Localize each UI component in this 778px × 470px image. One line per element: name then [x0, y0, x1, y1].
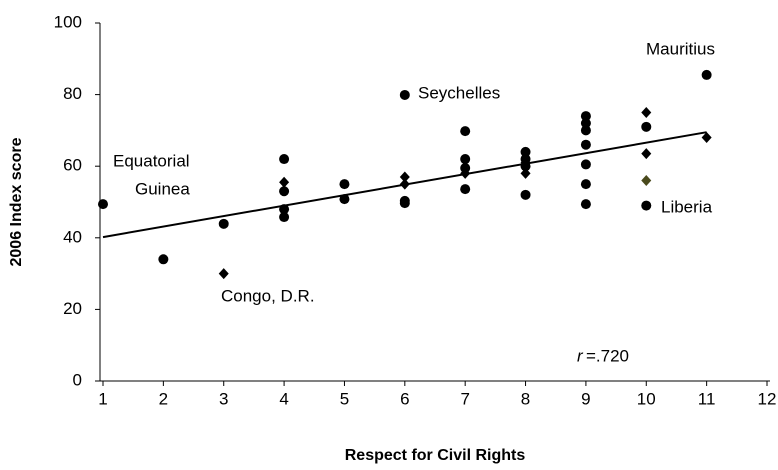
x-tick-label: 4 [279, 389, 288, 408]
x-tick-label: 6 [400, 389, 409, 408]
circle-point [339, 179, 350, 190]
diamond-point [399, 171, 410, 183]
diamond-point [520, 157, 531, 169]
x-tick-label: 12 [758, 389, 777, 408]
y-tick-label: 60 [63, 156, 82, 175]
annotation: =.720 [586, 346, 629, 365]
diamond-point [641, 175, 652, 187]
annotation: Equatorial [113, 151, 190, 170]
y-tick-label: 80 [63, 84, 82, 103]
annotation: Guinea [135, 179, 190, 198]
circle-point [580, 125, 591, 136]
circle-point [399, 198, 410, 209]
x-tick-label: 1 [98, 389, 107, 408]
annotation: Mauritius [646, 39, 715, 58]
annotation: Seychelles [418, 83, 500, 102]
y-tick-label: 0 [73, 370, 82, 389]
diamond-point [218, 268, 229, 280]
x-tick-label: 8 [521, 389, 530, 408]
circle-point [279, 154, 290, 165]
y-tick-label: 20 [63, 299, 82, 318]
circle-point [580, 118, 591, 129]
x-tick-label: 2 [159, 389, 168, 408]
circle-point [460, 126, 471, 137]
x-tick-label: 3 [219, 389, 228, 408]
circle-point [98, 199, 108, 210]
circle-point [218, 218, 229, 229]
diamond-point [641, 148, 652, 160]
diamond-point [701, 132, 712, 144]
y-tick-label: 100 [54, 12, 82, 31]
x-tick-label: 10 [637, 389, 656, 408]
circle-point [701, 69, 712, 80]
x-tick-label: 11 [698, 389, 716, 408]
diamond-point [279, 176, 290, 188]
x-axis-title: Respect for Civil Rights [345, 447, 526, 464]
annotation: r [577, 346, 584, 365]
diamond-point [520, 167, 531, 179]
circle-point [460, 154, 471, 165]
circle-point [641, 121, 652, 132]
circle-point [279, 186, 290, 197]
circle-point [520, 189, 531, 200]
x-tick-label: 5 [340, 389, 349, 408]
annotation: Congo, D.R. [221, 286, 315, 305]
diamond-point [641, 107, 652, 118]
circle-point [580, 111, 591, 122]
diamond-point [399, 178, 410, 190]
circle-point [580, 179, 591, 190]
x-tick-label: 7 [460, 389, 469, 408]
circle-point [399, 89, 410, 100]
circle-point [580, 159, 591, 170]
y-tick-label: 40 [63, 227, 82, 246]
circle-point [279, 204, 290, 215]
circle-point [580, 199, 591, 210]
circle-point [158, 254, 169, 265]
circle-point [520, 146, 531, 157]
circle-point [339, 194, 350, 205]
annotation: Liberia [661, 197, 713, 216]
circle-point [460, 184, 471, 195]
circle-point [641, 200, 652, 211]
y-axis-title: 2006 Index score [8, 137, 25, 266]
circle-point [580, 139, 591, 150]
x-tick-label: 9 [581, 389, 590, 408]
circle-point [279, 212, 290, 223]
diamond-point [460, 167, 471, 179]
